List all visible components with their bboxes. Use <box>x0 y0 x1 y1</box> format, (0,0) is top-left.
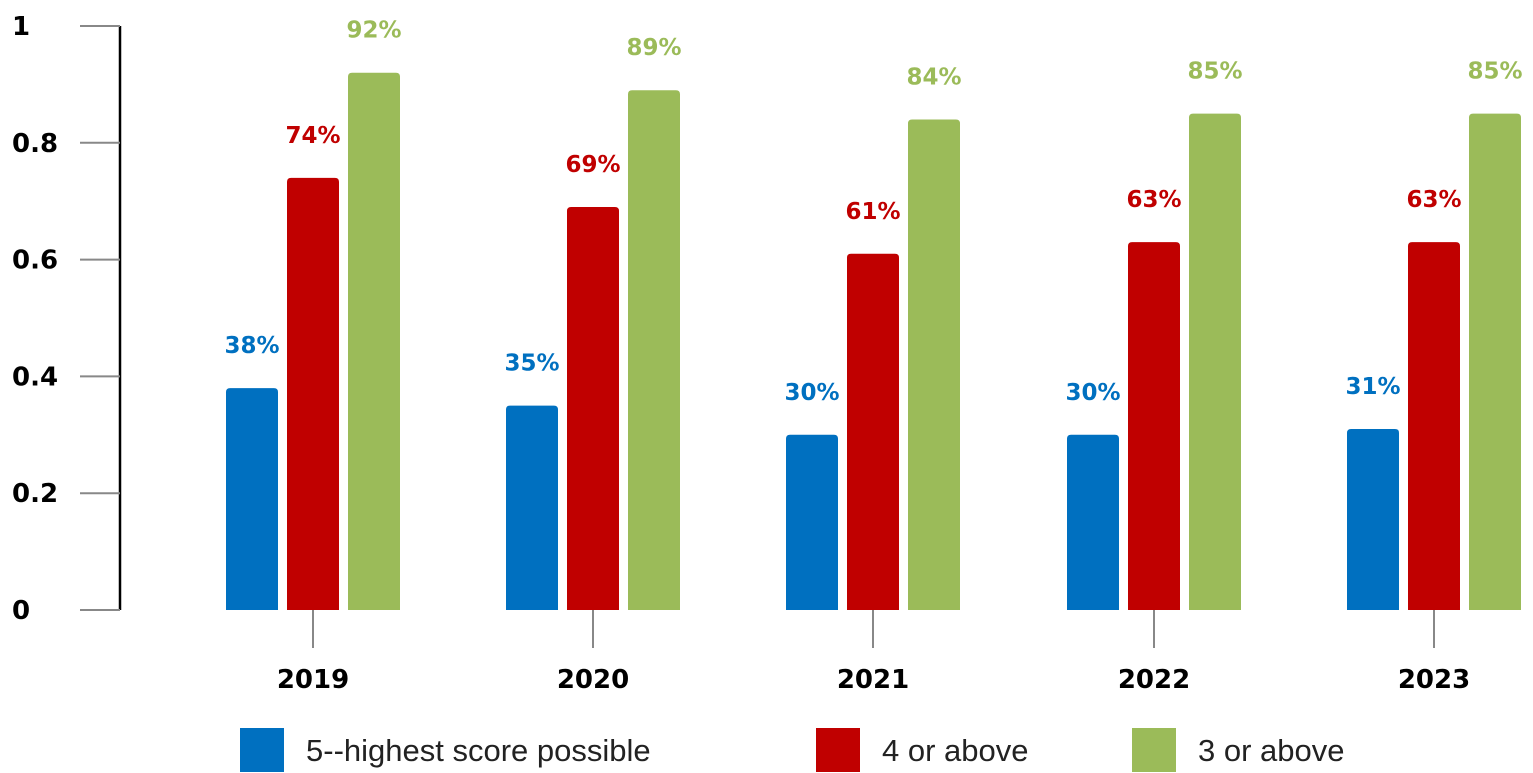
data-label: 30% <box>1065 380 1120 406</box>
y-tick-label: 0.8 <box>12 129 58 159</box>
x-tick-label: 2020 <box>557 665 629 695</box>
legend-label: 5--highest score possible <box>306 733 651 768</box>
bar <box>1408 242 1460 610</box>
data-label: 85% <box>1467 59 1522 85</box>
legend-label: 4 or above <box>882 733 1029 768</box>
x-tick-label: 2023 <box>1398 665 1470 695</box>
bar <box>348 72 400 611</box>
data-label: 69% <box>565 152 620 178</box>
data-label: 61% <box>845 199 900 225</box>
legend-swatch <box>1132 728 1176 772</box>
data-label: 35% <box>504 351 559 377</box>
data-label: 85% <box>1187 59 1242 85</box>
bar <box>506 405 558 610</box>
bar <box>1189 113 1241 610</box>
data-label: 74% <box>285 123 340 149</box>
bar <box>1469 113 1521 610</box>
bar <box>287 177 339 610</box>
data-label: 38% <box>224 333 279 359</box>
y-tick-label: 0 <box>12 596 30 626</box>
y-tick-label: 0.4 <box>12 362 58 392</box>
data-label: 84% <box>906 64 961 90</box>
y-axis: 0 0.2 0.4 0.6 0.8 1 <box>12 12 122 626</box>
data-label: 31% <box>1345 374 1400 400</box>
bar <box>567 207 619 611</box>
bar <box>1347 428 1399 610</box>
y-tick-label: 0.6 <box>12 246 58 276</box>
bar <box>847 253 899 610</box>
bar <box>628 90 680 611</box>
y-tick-label: 1 <box>12 12 30 42</box>
legend-label: 3 or above <box>1198 733 1345 768</box>
data-label: 92% <box>346 18 401 44</box>
bars-group <box>226 72 1521 611</box>
data-label: 30% <box>784 380 839 406</box>
legend-swatch <box>816 728 860 772</box>
x-tick-label: 2021 <box>837 665 909 695</box>
bar <box>1128 242 1180 610</box>
data-labels-group: 38% 35% 30% 30% 31% 74% 69% 61% 63% 63% 92% 89% 84% 8… <box>224 18 1522 406</box>
bar <box>226 388 278 610</box>
data-label: 63% <box>1406 187 1461 213</box>
x-tick-label: 2022 <box>1118 665 1190 695</box>
x-tick-label: 2019 <box>277 665 349 695</box>
bar <box>1067 434 1119 610</box>
bar <box>786 434 838 610</box>
legend-swatch <box>240 728 284 772</box>
x-axis: 2019 2020 2021 2022 2023 <box>277 610 1470 695</box>
legend: 5--highest score possible 4 or above 3 or … <box>240 728 1345 772</box>
data-label: 89% <box>626 35 681 61</box>
y-tick-label: 0.2 <box>12 479 58 509</box>
bar <box>908 119 960 610</box>
data-label: 63% <box>1126 187 1181 213</box>
